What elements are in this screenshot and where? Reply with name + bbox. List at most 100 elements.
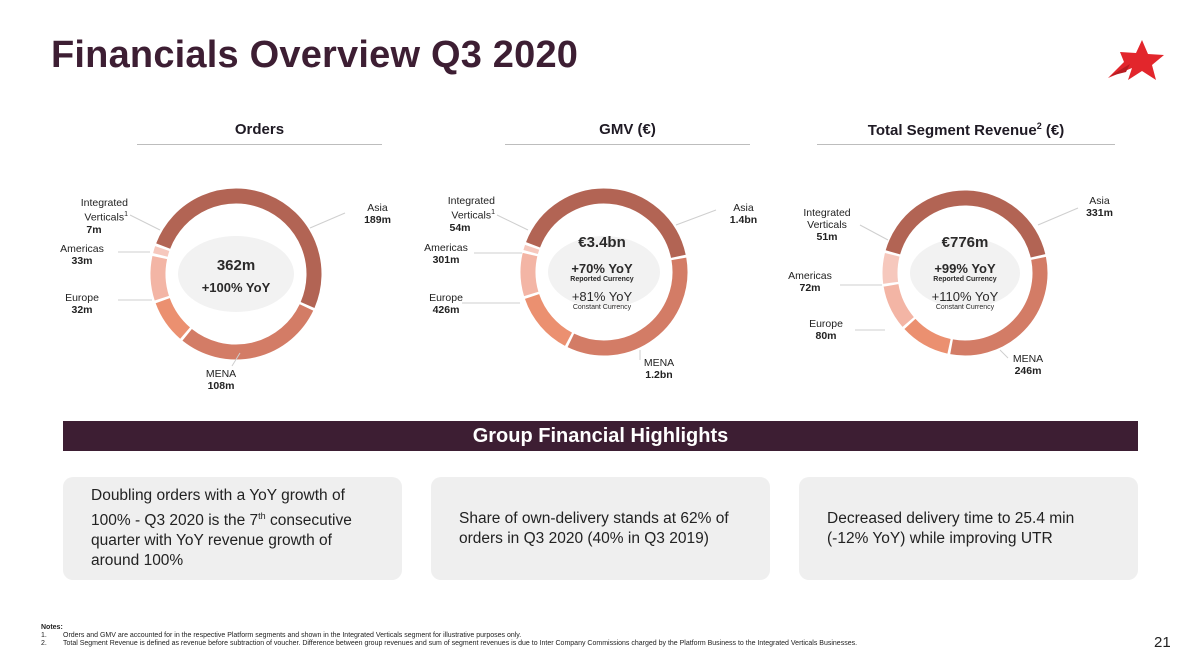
segment-name: Integrated Verticals (80, 197, 128, 224)
segment-value: 108m (207, 380, 235, 392)
donut-slice-mena (182, 304, 314, 360)
donut-slice-integrated (523, 244, 540, 255)
leader-line-integrated (859, 224, 889, 241)
revenue-yoy-reported: +99% YoY (934, 261, 996, 276)
orders-total: 362m (216, 257, 256, 274)
orders-donut (118, 188, 346, 367)
revenue-heading-text: Total Segment Revenue (867, 122, 1037, 139)
donut-slice-asia (156, 188, 322, 308)
gmv-donut (462, 188, 717, 360)
gmv-total: €3.4bn (578, 234, 626, 251)
leader-line-integrated (129, 214, 161, 231)
orders-yoy: +100% YoY (201, 280, 271, 295)
orders-label-americas: Americas 33m (52, 243, 112, 267)
donut-slice-mena (950, 256, 1048, 356)
revenue-label-asia: Asia 331m (1072, 195, 1127, 219)
segment-name: MENA (205, 368, 237, 380)
orders-label-asia: Asia 189m (350, 202, 405, 226)
gmv-yoy-reported: +70% YoY (571, 261, 633, 276)
segment-value: 80m (815, 330, 837, 342)
leader-line-asia (309, 212, 346, 229)
highlight-card-delivery-share: Share of own-delivery stands at 62% of o… (431, 477, 770, 580)
donut-slice-mena (567, 257, 688, 356)
donut-slice-europe (904, 318, 951, 354)
revenue-heading: Total Segment Revenue2 (€) (817, 121, 1115, 139)
gmv-heading-text: GMV (€) (599, 121, 656, 138)
segment-name: Americas (788, 270, 832, 282)
orders-heading-text: Orders (234, 121, 285, 138)
donut-slice-americas (150, 255, 170, 301)
revenue-label-mena: MENA 246m (998, 353, 1058, 377)
donut-slice-europe (155, 297, 191, 339)
footnote-number: 1. (41, 632, 47, 639)
highlight-text-part: Doubling orders with a YoY growth of 100… (91, 486, 345, 530)
segment-name: MENA (1012, 353, 1044, 365)
gmv-center: €3.4bn +70% YoY Reported Currency +81% Y… (542, 234, 662, 311)
gmv-label-integrated: Integrated Verticals1 54m (425, 195, 495, 234)
segment-name: Asia (367, 202, 388, 214)
segment-value: 32m (71, 304, 93, 316)
segment-value: 72m (799, 282, 821, 294)
brand-logo-icon (1108, 40, 1164, 80)
segment-value: 54m (449, 221, 471, 234)
segment-name: Americas (424, 242, 468, 254)
donut-slice-americas (883, 283, 915, 327)
footnote-text: Total Segment Revenue is defined as reve… (63, 640, 858, 647)
revenue-label-integrated: Integrated Verticals 51m (795, 207, 859, 243)
footnote-1: 1. Orders and GMV are accounted for in t… (41, 632, 901, 640)
segment-value: 7m (86, 223, 102, 236)
segment-value: 426m (432, 304, 460, 316)
notes-heading: Notes: (41, 624, 63, 631)
gmv-heading-rule (505, 144, 750, 145)
orders-label-europe: Europe 32m (52, 292, 112, 316)
page-title: Financials Overview Q3 2020 (51, 34, 579, 76)
revenue-heading-rule (817, 144, 1115, 145)
gmv-label-americas: Americas 301m (416, 242, 476, 266)
world-map-backdrop (910, 238, 1020, 308)
segment-name: Europe (429, 292, 463, 304)
revenue-label-europe: Europe 80m (796, 318, 856, 342)
segment-name: Integrated Verticals (447, 195, 495, 222)
segment-name: Europe (65, 292, 99, 304)
gmv-label-mena: MENA 1.2bn (629, 357, 689, 381)
logo-streak-shape (1110, 64, 1130, 76)
highlight-card-orders: Doubling orders with a YoY growth of 100… (63, 477, 402, 580)
revenue-constant-label: Constant Currency (935, 304, 995, 311)
segment-value: 189m (364, 214, 391, 226)
segment-value: 1.2bn (645, 369, 673, 381)
gmv-heading: GMV (€) (505, 121, 750, 138)
segment-value: 331m (1086, 207, 1113, 219)
leader-line-mena (231, 352, 241, 367)
highlight-text: Share of own-delivery stands at 62% of o… (459, 509, 729, 547)
segment-name: Europe (809, 318, 843, 330)
world-map-backdrop (548, 236, 660, 308)
donut-slice-integrated (882, 253, 900, 284)
footnotes: Notes: 1. Orders and GMV are accounted f… (41, 624, 901, 648)
footnote-mark: 1 (124, 211, 128, 218)
segment-name: Asia (1089, 195, 1110, 207)
segment-name: MENA (643, 357, 675, 369)
orders-label-mena: MENA 108m (191, 368, 251, 392)
highlight-card-delivery-time: Decreased delivery time to 25.4 min (-12… (799, 477, 1138, 580)
donut-slice-asia (526, 188, 686, 259)
revenue-yoy-constant: +110% YoY (931, 289, 999, 304)
world-map-backdrop (178, 236, 294, 312)
segment-value: 246m (1014, 365, 1042, 377)
orders-heading-rule (137, 144, 382, 145)
leader-line-mena (999, 349, 1009, 359)
footnote-text: Orders and GMV are accounted for in the … (63, 632, 522, 639)
segment-value: 1.4bn (729, 214, 758, 226)
revenue-label-americas: Americas 72m (780, 270, 840, 294)
footnote-2: 2. Total Segment Revenue is defined as r… (41, 640, 901, 648)
revenue-donut (840, 190, 1079, 359)
footnote-mark: 1 (491, 209, 495, 216)
ordinal-suffix: th (258, 510, 266, 521)
revenue-total: €776m (941, 234, 989, 251)
segment-value: 301m (432, 254, 460, 266)
gmv-label-europe: Europe 426m (416, 292, 476, 316)
segment-value: 33m (71, 255, 93, 267)
page-number: 21 (1154, 634, 1171, 651)
gmv-label-asia: Asia 1.4bn (716, 202, 771, 226)
leader-line-asia (675, 209, 717, 226)
